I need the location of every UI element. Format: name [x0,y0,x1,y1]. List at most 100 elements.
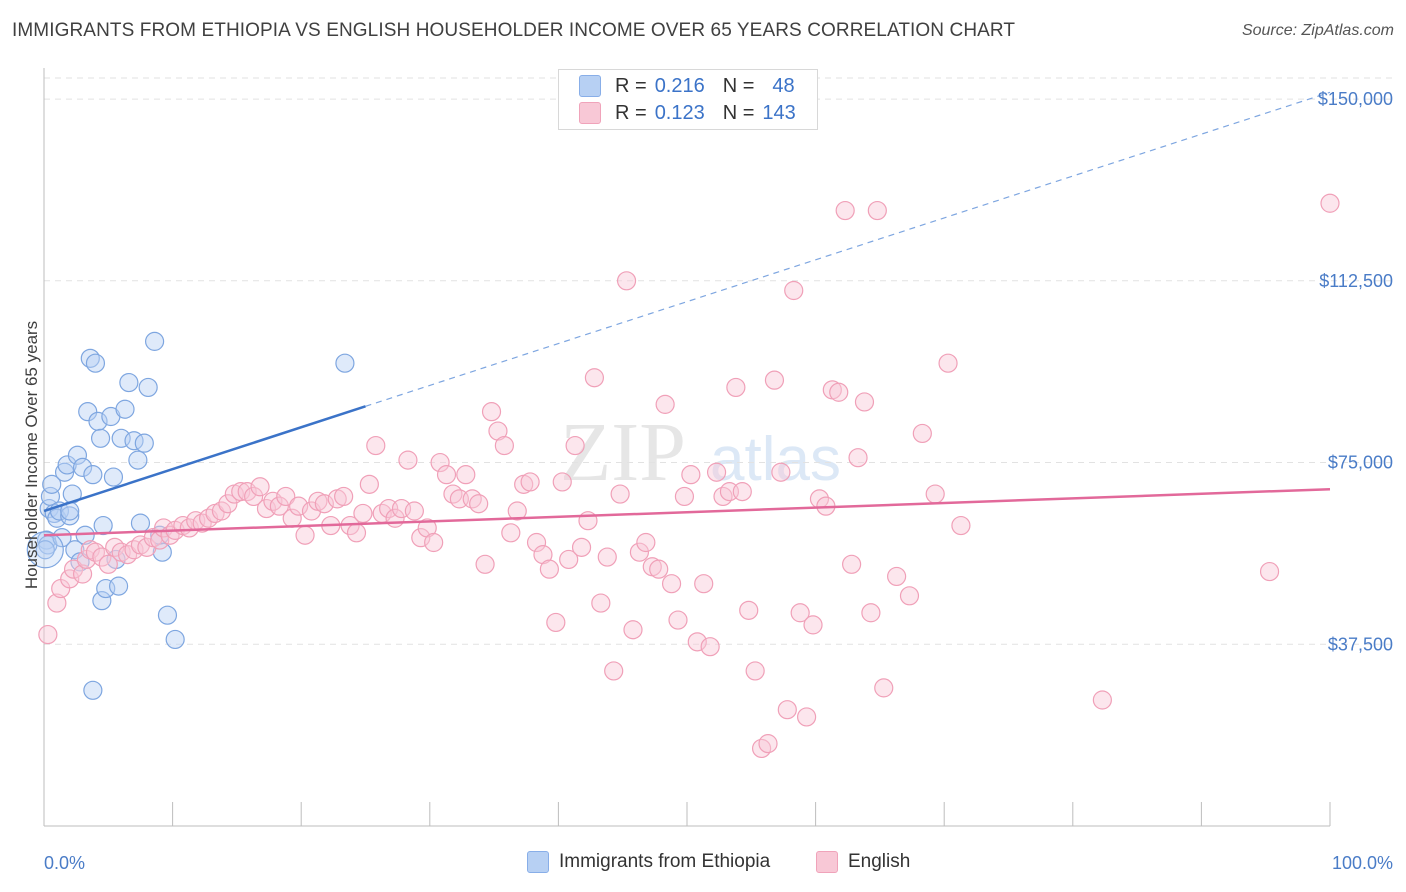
data-point-english [269,496,289,516]
data-point-english [739,600,759,620]
trendline-ethiopia [43,405,366,513]
data-point-english [244,486,264,507]
legend-label-ethiopia: Immigrants from Ethiopia [559,851,771,872]
data-point-english [706,462,727,482]
data-point-ethiopia [108,576,129,596]
data-point-english [668,610,688,630]
data-point-english [584,368,605,388]
legend-swatch-english [816,851,838,873]
data-point-english [867,200,887,221]
data-point-ethiopia [128,450,148,470]
data-point-english [231,482,251,502]
legend-label-english: English [848,851,911,872]
data-point-english [758,734,778,754]
data-point-english [481,402,502,422]
data-point-english [346,523,367,543]
data-point-ethiopia [60,506,80,526]
stats-legend: R = 0.216 N = 48 R = 0.123 N = 143 [558,69,818,130]
source-credit: Source: ZipAtlas.com [1241,22,1394,39]
data-point-ethiopia [165,629,185,650]
data-point-english [404,501,424,521]
data-point-english [803,615,823,635]
data-point-ethiopia [88,411,108,431]
data-point-ethiopia [67,445,88,465]
legend-swatch-english [579,102,601,124]
data-point-english [899,586,920,606]
data-point-ethiopia [103,467,124,487]
trendline-english [43,487,1331,537]
data-point-ethiopia [78,402,98,422]
data-point-english [687,632,707,652]
data-point-english [38,624,58,645]
data-point-english [925,484,945,504]
data-point-english [604,661,624,681]
data-point-ethiopia [42,474,62,494]
data-point-ethiopia [134,433,154,453]
legend-swatch-ethiopia [527,851,549,873]
data-point-english [353,503,373,524]
data-point-english [295,525,315,545]
data-point-english [98,554,118,574]
data-point-english [411,528,431,548]
legend-r-label: R = [615,101,647,124]
data-point-english [616,271,637,291]
data-point-english [436,465,457,485]
data-point-ethiopia [119,372,139,393]
data-point-english [507,501,527,521]
data-point-ethiopia [93,515,113,536]
legend-n-value: 143 [762,101,796,124]
data-point-english [80,540,100,560]
data-point-ethiopia [85,353,106,373]
x-tick-label: 100.0% [1332,853,1393,873]
data-point-english [912,423,932,444]
data-point-ethiopia [157,605,178,625]
data-point-english [771,462,791,482]
data-point-english [887,566,907,587]
data-point-english [861,603,881,623]
data-point-english [289,496,309,516]
legend-item-ethiopia: Immigrants from Ethiopia [527,851,770,873]
data-point-ethiopia [138,377,158,398]
data-point-english [546,612,566,633]
data-point-english [559,549,579,570]
data-point-english [777,700,797,720]
legend-row-english: R = 0.123 N = 143 [579,101,796,125]
data-point-english [610,484,630,504]
data-point-english [63,559,84,579]
data-point-ethiopia [83,680,103,700]
data-point-english [764,370,785,390]
data-point-english [276,486,296,507]
data-point-english [218,494,238,514]
data-point-english [456,465,476,485]
x-tick-label: 0.0% [44,853,85,873]
data-point-ethiopia [90,428,111,448]
legend-n-value: 48 [772,74,795,97]
data-point-english [366,435,386,456]
data-point-english [938,353,958,373]
data-point-ethiopia [54,462,75,482]
data-point-english [72,564,93,584]
data-point-english [47,593,67,613]
data-point-english [153,518,174,538]
data-point-ethiopia [92,591,112,611]
data-point-english [874,678,894,698]
data-point-ethiopia [152,542,172,562]
data-point-english [674,486,695,507]
data-point-english [179,518,199,538]
legend-n-label: N = [722,74,755,97]
data-point-english [539,559,559,579]
data-point-english [796,707,817,727]
data-point-english [475,554,495,574]
data-point-english [726,377,746,398]
data-point-english [211,501,232,521]
data-point-ethiopia [35,540,55,560]
data-point-ethiopia-large [26,531,64,569]
data-point-english [681,465,701,485]
data-point-ethiopia [115,399,135,419]
data-point-english [694,574,714,594]
y-tick-label: $150,000 [1318,89,1393,109]
data-point-english [60,569,80,589]
data-point-ethiopia [57,455,77,475]
y-tick-label: $75,000 [1328,453,1393,473]
